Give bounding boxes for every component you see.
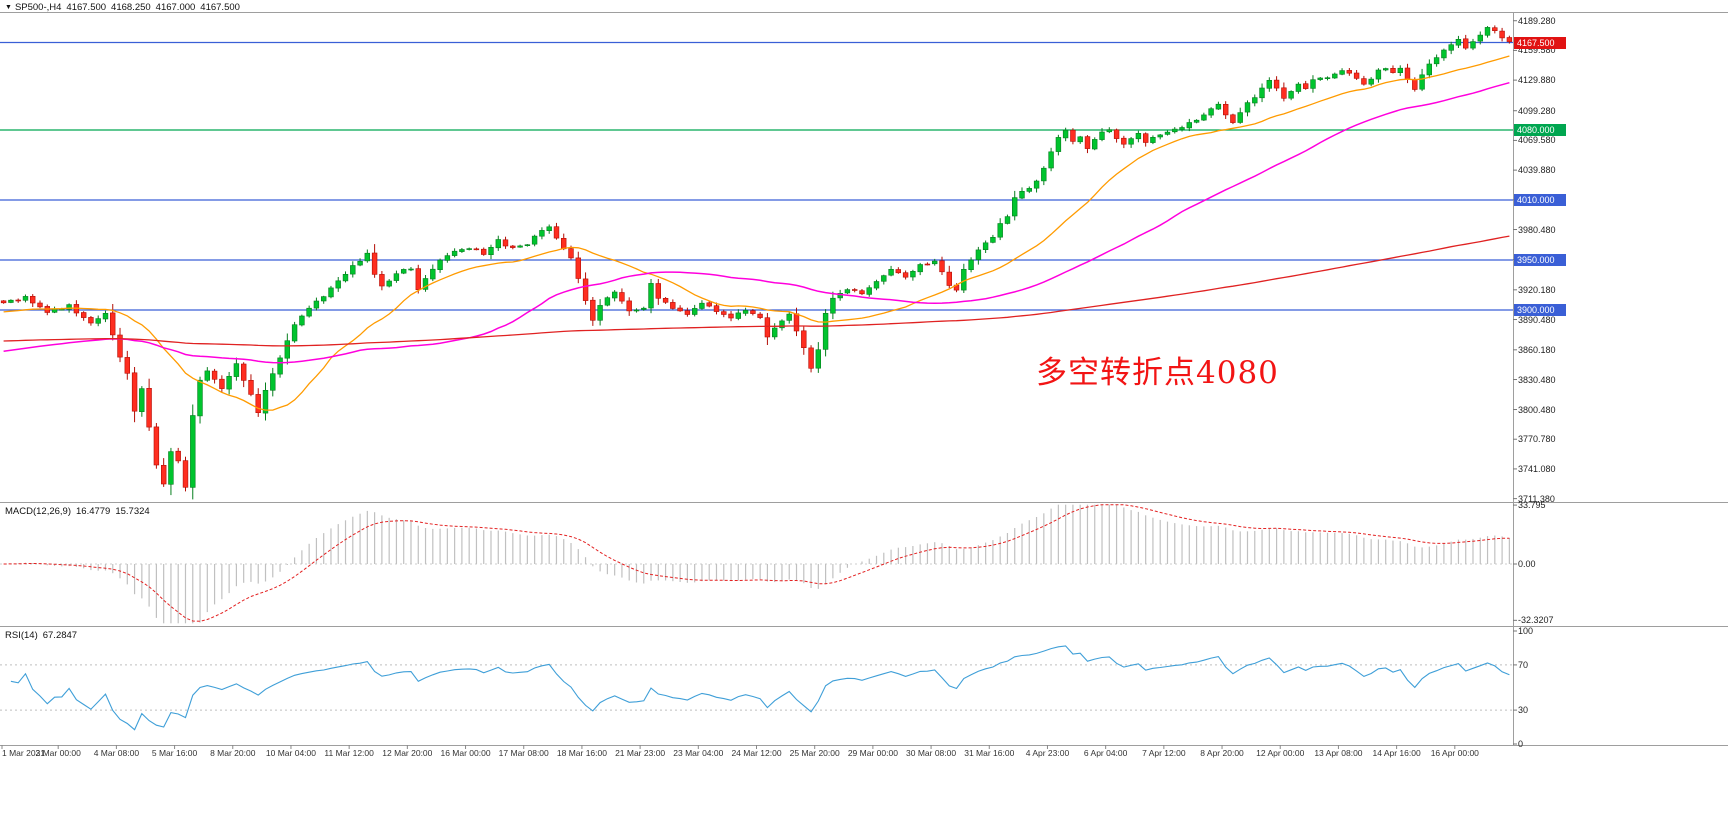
price-badge-level-3950: 3950.000 xyxy=(1514,254,1566,266)
price-tick-label: 4039.880 xyxy=(1518,165,1556,176)
price-tick-label: 3800.480 xyxy=(1518,404,1556,415)
time-axis-label: 16 Apr 00:00 xyxy=(1430,748,1479,758)
symbol-period-label: SP500-,H4 xyxy=(14,2,62,13)
candlestick-series xyxy=(0,25,1513,500)
price-badge-pivot-4080: 4080.000 xyxy=(1514,124,1566,136)
moving-average-mid xyxy=(3,81,1510,364)
time-axis-label: 17 Mar 08:00 xyxy=(498,748,549,758)
time-axis-label: 10 Mar 04:00 xyxy=(265,748,316,758)
time-axis-label: 12 Apr 00:00 xyxy=(1256,748,1305,758)
macd-label: MACD(12,26,9) xyxy=(5,506,71,517)
quote-low: 4167.000 xyxy=(155,2,196,13)
rsi-axis-label: 0 xyxy=(1518,739,1524,749)
chart-title: ▼ SP500-,H4 4167.500 4168.250 4167.000 4167.5… xyxy=(5,2,245,13)
rsi-label: RSI(14) xyxy=(5,630,38,641)
rsi-axis-label: 100 xyxy=(1518,626,1534,636)
time-axis-label: 13 Apr 08:00 xyxy=(1314,748,1363,758)
price-tick-label: 3890.480 xyxy=(1518,314,1556,325)
time-axis-label: 18 Mar 16:00 xyxy=(556,748,607,758)
macd-axis-label: 0.00 xyxy=(1518,559,1536,569)
rsi-axis-label: 70 xyxy=(1518,659,1529,670)
time-axis-label: 4 Apr 23:00 xyxy=(1025,748,1070,758)
rsi-value: 67.2847 xyxy=(42,630,78,641)
price-tick-label: 3830.480 xyxy=(1518,374,1556,385)
time-axis-label: 4 Mar 08:00 xyxy=(93,748,140,758)
price-badge-level-4010: 4010.000 xyxy=(1514,194,1566,206)
text-annotation[interactable]: 多空转折点4080 xyxy=(1036,355,1279,391)
price-badge-current-price: 4167.500 xyxy=(1514,36,1566,49)
time-axis-label: 6 Apr 04:00 xyxy=(1083,748,1128,758)
quote-close: 4167.500 xyxy=(200,2,240,13)
rsi-line xyxy=(10,645,1510,731)
price-badge-level-3900: 3900.000 xyxy=(1514,304,1566,316)
time-axis-label: 29 Mar 00:00 xyxy=(847,748,898,758)
price-tick-label: 4099.280 xyxy=(1518,105,1556,116)
symbol-dropdown-icon[interactable]: ▼ xyxy=(5,4,12,11)
price-tick-label: 3770.780 xyxy=(1518,434,1556,445)
time-axis-label: 1 Mar 2021 xyxy=(2,748,45,758)
time-axis-label: 23 Mar 04:00 xyxy=(673,748,724,758)
moving-average-slow xyxy=(3,235,1510,347)
time-axis-label: 24 Mar 12:00 xyxy=(731,748,782,758)
time-axis-label: 8 Mar 20:00 xyxy=(210,748,256,758)
time-axis-label: 7 Apr 12:00 xyxy=(1142,748,1186,758)
quote-open: 4167.500 xyxy=(66,2,107,13)
time-axis-label: 11 Mar 12:00 xyxy=(324,748,374,758)
time-axis-label: 21 Mar 23:00 xyxy=(615,748,666,758)
time-axis-label: 25 Mar 20:00 xyxy=(789,748,840,758)
rsi-axis-label: 30 xyxy=(1518,705,1529,716)
price-tick-label: 3980.480 xyxy=(1518,224,1556,235)
time-axis-label: 16 Mar 00:00 xyxy=(440,748,491,758)
time-axis-label: 30 Mar 08:00 xyxy=(906,748,957,758)
price-tick-label: 4189.280 xyxy=(1518,15,1556,26)
macd-signal-value: 15.7324 xyxy=(115,506,150,517)
macd-indicator-header: MACD(12,26,9) 16.4779 15.7324 xyxy=(5,506,155,517)
macd-histogram xyxy=(10,504,1510,624)
macd-main-value: 16.4779 xyxy=(76,506,111,517)
time-axis-label: 12 Mar 20:00 xyxy=(382,748,433,758)
macd-signal-line xyxy=(3,504,1510,622)
price-tick-label: 3920.180 xyxy=(1518,284,1556,295)
time-axis-label: 31 Mar 16:00 xyxy=(964,748,1015,758)
price-tick-label: 3741.080 xyxy=(1518,463,1556,474)
time-axis-label: 5 Mar 16:00 xyxy=(151,748,198,758)
time-axis-label: 14 Apr 16:00 xyxy=(1372,748,1421,758)
rsi-indicator-header: RSI(14) 67.2847 xyxy=(5,630,82,641)
time-axis-label: 8 Apr 20:00 xyxy=(1200,748,1244,758)
quote-high: 4168.250 xyxy=(111,2,151,13)
moving-average-fast xyxy=(3,55,1510,411)
macd-axis-label: 33.795 xyxy=(1518,500,1546,511)
price-tick-label: 4129.880 xyxy=(1518,75,1556,86)
price-tick-label: 3860.180 xyxy=(1518,344,1556,355)
time-axis-label: 3 Mar 00:00 xyxy=(35,748,81,758)
price-tick-label: 4159.580 xyxy=(1518,45,1556,56)
price-tick-label: 4069.580 xyxy=(1518,135,1556,146)
price-tick-label: 3711.380 xyxy=(1518,493,1555,504)
macd-axis-label: -32.3207 xyxy=(1518,615,1554,626)
